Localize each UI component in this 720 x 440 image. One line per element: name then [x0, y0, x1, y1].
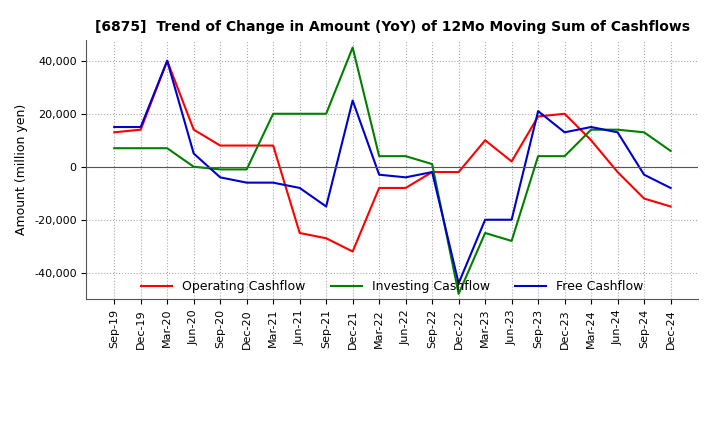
Free Cashflow [454, 281, 463, 286]
Investing Cashflow [587, 127, 595, 132]
Y-axis label: Amount (million yen): Amount (million yen) [16, 104, 29, 235]
Operating Cashflow [401, 185, 410, 191]
Title: [6875]  Trend of Change in Amount (YoY) of 12Mo Moving Sum of Cashflows: [6875] Trend of Change in Amount (YoY) o… [95, 20, 690, 34]
Free Cashflow [216, 175, 225, 180]
Operating Cashflow [216, 143, 225, 148]
Free Cashflow [322, 204, 330, 209]
Operating Cashflow [243, 143, 251, 148]
Operating Cashflow [375, 185, 384, 191]
Investing Cashflow [136, 146, 145, 151]
Operating Cashflow [560, 111, 569, 117]
Investing Cashflow [401, 154, 410, 159]
Investing Cashflow [110, 146, 119, 151]
Free Cashflow [163, 58, 171, 63]
Operating Cashflow [508, 159, 516, 164]
Operating Cashflow [481, 138, 490, 143]
Operating Cashflow [640, 196, 649, 201]
Investing Cashflow [375, 154, 384, 159]
Free Cashflow [587, 125, 595, 130]
Free Cashflow [560, 130, 569, 135]
Free Cashflow [269, 180, 277, 185]
Free Cashflow [189, 151, 198, 156]
Free Cashflow [428, 169, 436, 175]
Investing Cashflow [269, 111, 277, 117]
Investing Cashflow [348, 45, 357, 50]
Investing Cashflow [243, 167, 251, 172]
Legend: Operating Cashflow, Investing Cashflow, Free Cashflow: Operating Cashflow, Investing Cashflow, … [136, 275, 649, 298]
Investing Cashflow [481, 230, 490, 235]
Free Cashflow [375, 172, 384, 177]
Operating Cashflow [613, 169, 622, 175]
Investing Cashflow [295, 111, 304, 117]
Operating Cashflow [534, 114, 542, 119]
Operating Cashflow [322, 236, 330, 241]
Free Cashflow [613, 130, 622, 135]
Investing Cashflow [428, 161, 436, 167]
Investing Cashflow [666, 148, 675, 154]
Line: Investing Cashflow: Investing Cashflow [114, 48, 670, 294]
Operating Cashflow [269, 143, 277, 148]
Free Cashflow [295, 185, 304, 191]
Investing Cashflow [508, 238, 516, 244]
Operating Cashflow [110, 130, 119, 135]
Investing Cashflow [216, 167, 225, 172]
Line: Free Cashflow: Free Cashflow [114, 61, 670, 283]
Investing Cashflow [454, 291, 463, 297]
Investing Cashflow [322, 111, 330, 117]
Operating Cashflow [295, 230, 304, 235]
Free Cashflow [348, 98, 357, 103]
Free Cashflow [640, 172, 649, 177]
Free Cashflow [243, 180, 251, 185]
Operating Cashflow [163, 58, 171, 63]
Free Cashflow [508, 217, 516, 222]
Free Cashflow [666, 185, 675, 191]
Investing Cashflow [640, 130, 649, 135]
Operating Cashflow [136, 127, 145, 132]
Investing Cashflow [534, 154, 542, 159]
Free Cashflow [401, 175, 410, 180]
Investing Cashflow [560, 154, 569, 159]
Free Cashflow [110, 125, 119, 130]
Line: Operating Cashflow: Operating Cashflow [114, 61, 670, 252]
Investing Cashflow [189, 164, 198, 169]
Free Cashflow [534, 109, 542, 114]
Operating Cashflow [454, 169, 463, 175]
Operating Cashflow [189, 127, 198, 132]
Operating Cashflow [348, 249, 357, 254]
Operating Cashflow [666, 204, 675, 209]
Investing Cashflow [613, 127, 622, 132]
Operating Cashflow [428, 169, 436, 175]
Operating Cashflow [587, 138, 595, 143]
Investing Cashflow [163, 146, 171, 151]
Free Cashflow [481, 217, 490, 222]
Free Cashflow [136, 125, 145, 130]
